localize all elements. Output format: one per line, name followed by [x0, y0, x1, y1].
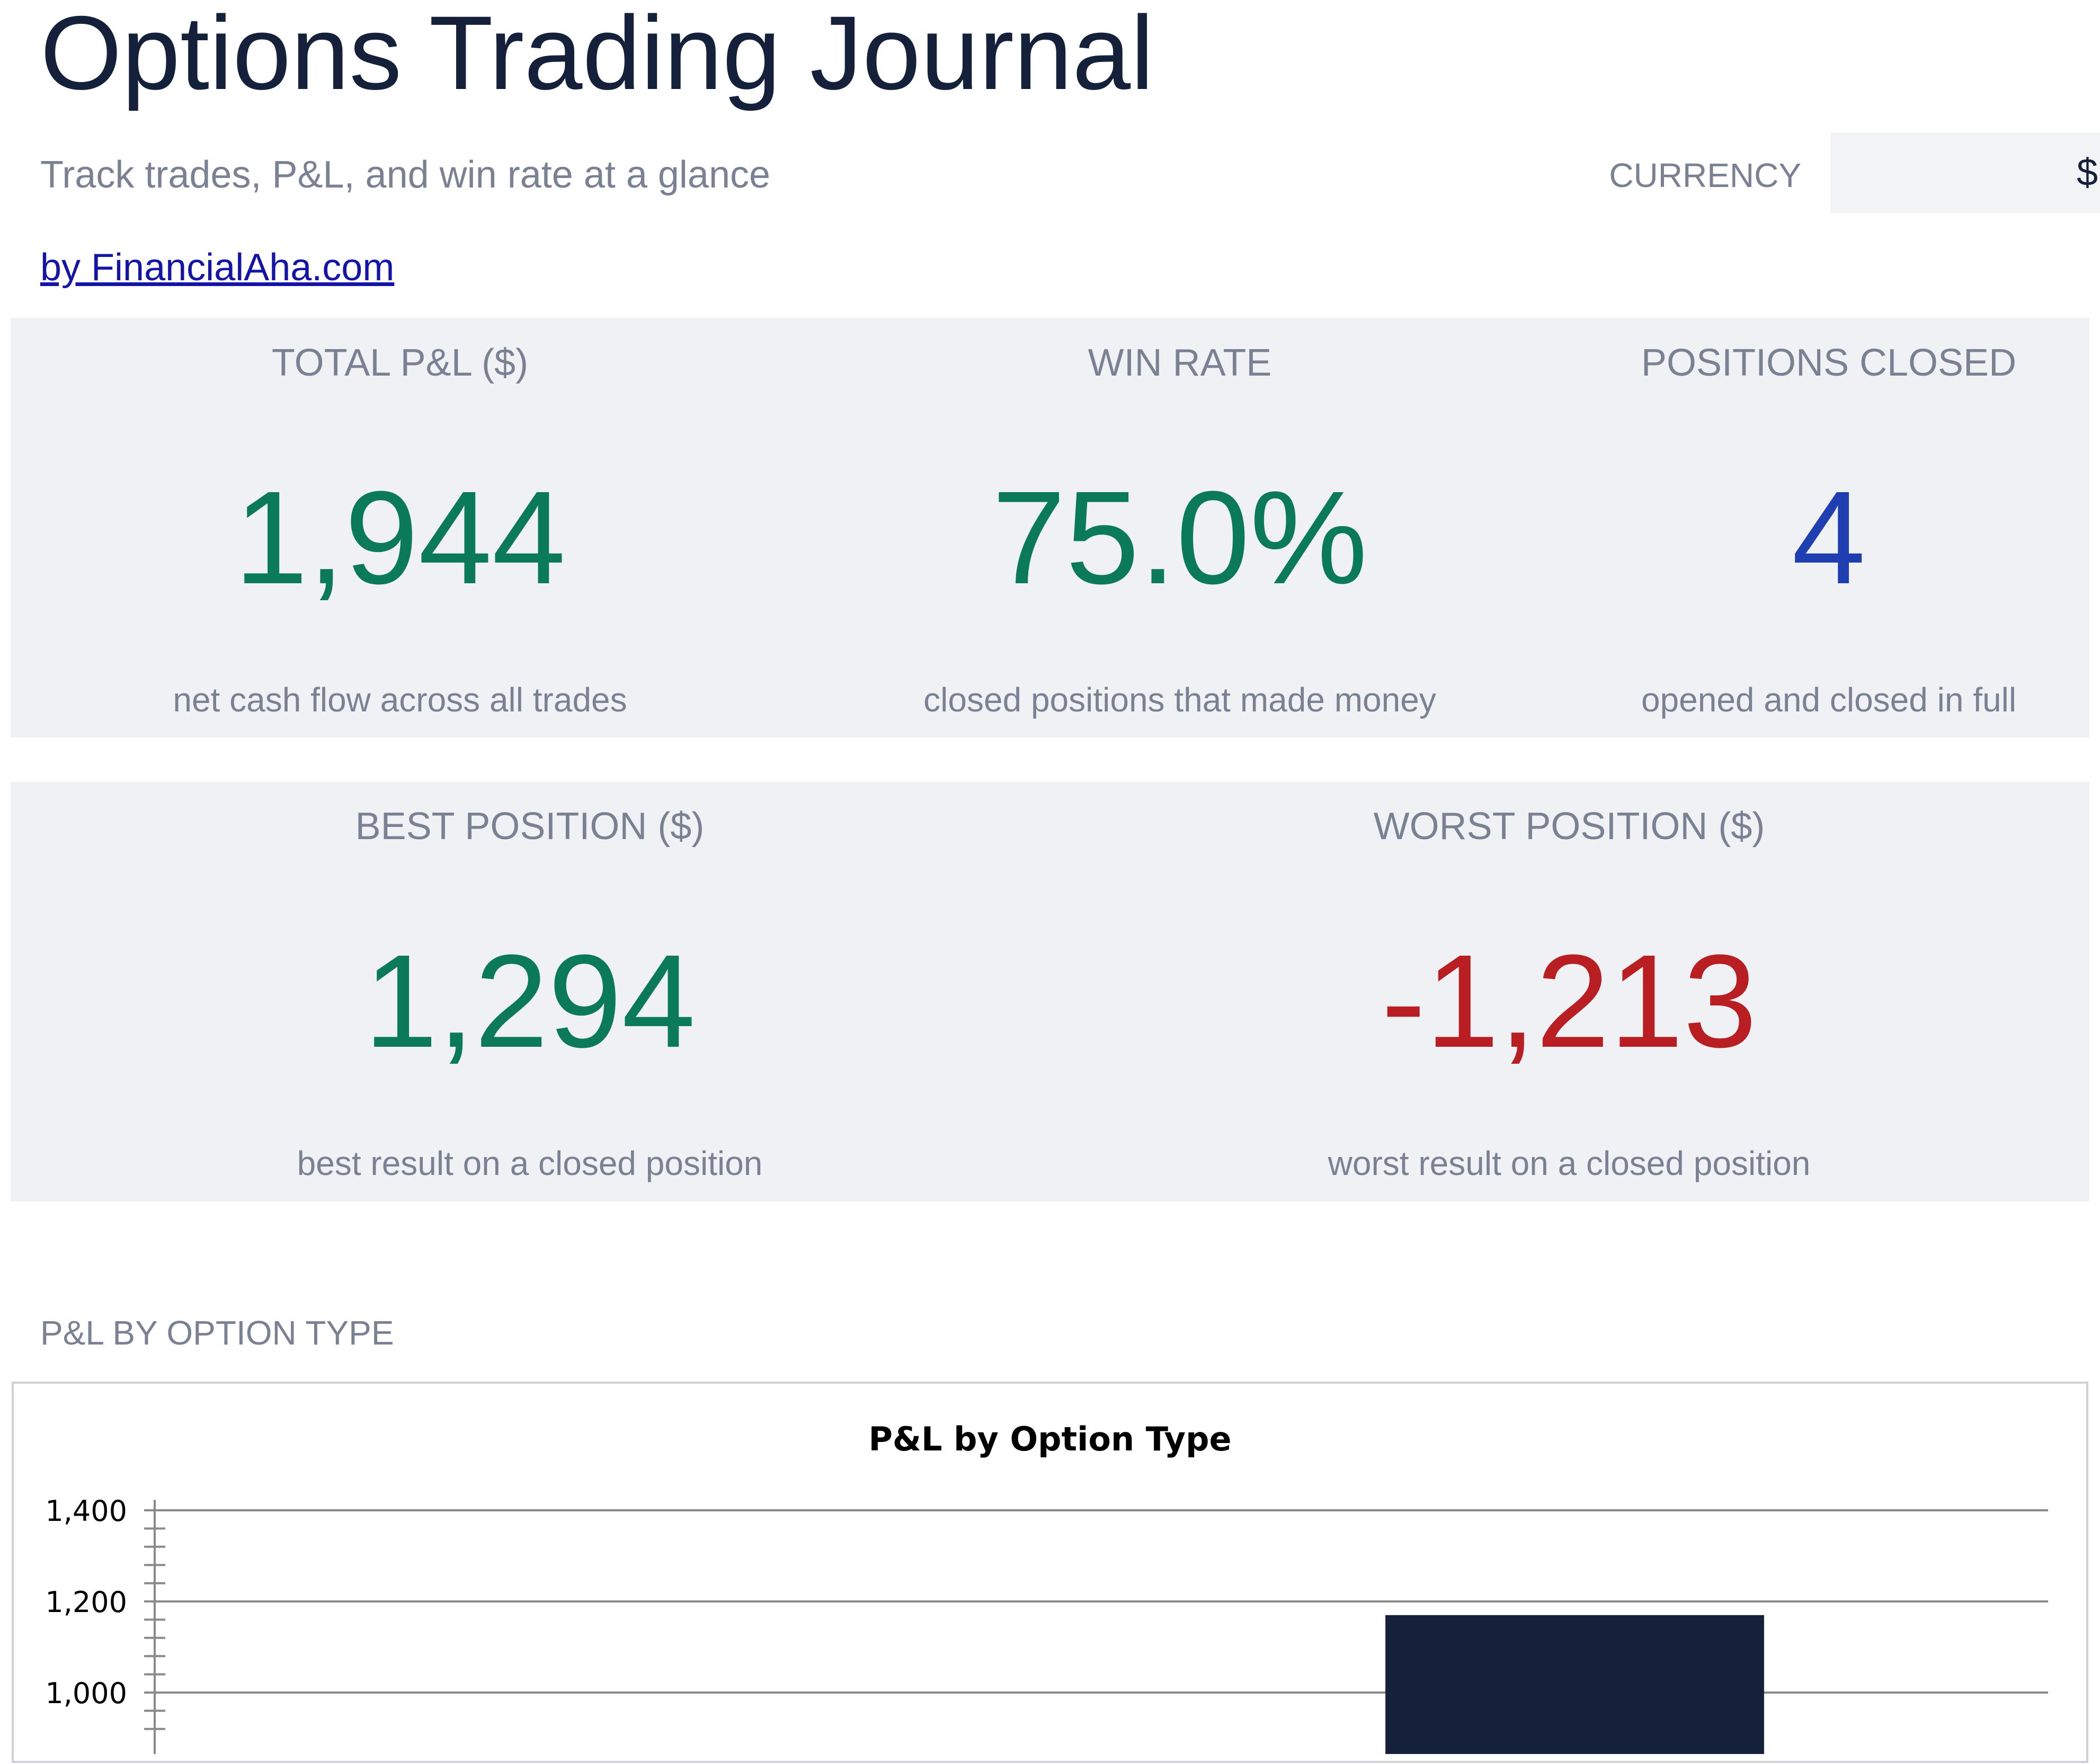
- positions-closed-label: POSITIONS CLOSED: [1641, 342, 2017, 384]
- y-tick-label: 1,000: [45, 1677, 127, 1710]
- total-pnl-value: 1,944: [234, 464, 566, 611]
- best-position-value: 1,294: [364, 927, 696, 1075]
- page-title: Options Trading Journal: [40, 0, 1154, 111]
- chart-bars: [1385, 1615, 1764, 1754]
- worst-position-desc: worst result on a closed position: [1328, 1144, 1811, 1182]
- worst-position-value: -1,213: [1381, 927, 1757, 1075]
- byline-link[interactable]: by FinancialAha.com: [40, 246, 395, 289]
- positions-closed-desc: opened and closed in full: [1641, 681, 2017, 719]
- pnl-by-option-type-chart: P&L by Option Type 1,000 1,200 1,400: [45, 1420, 2048, 1754]
- chart-title: P&L by Option Type: [868, 1420, 1231, 1458]
- page-subtitle: Track trades, P&L, and win rate at a gla…: [40, 154, 771, 196]
- best-position-desc: best result on a closed position: [297, 1144, 763, 1182]
- worst-position-label: WORST POSITION ($): [1373, 805, 1765, 848]
- y-tick-label: 1,400: [45, 1494, 127, 1528]
- total-pnl-label: TOTAL P&L ($): [271, 342, 529, 384]
- win-rate-value: 75.0%: [992, 464, 1368, 611]
- currency-input[interactable]: [1830, 132, 2100, 213]
- total-pnl-desc: net cash flow across all trades: [173, 681, 627, 719]
- currency-label: CURRENCY: [1609, 156, 1801, 194]
- best-position-label: BEST POSITION ($): [355, 805, 705, 848]
- y-tick-label: 1,200: [45, 1586, 127, 1619]
- chart-y-axis: 1,000 1,200 1,400: [45, 1494, 165, 1754]
- positions-closed-value: 4: [1792, 464, 1866, 611]
- kpi-panel-secondary: [11, 782, 2089, 1201]
- kpi-panel-primary: [11, 318, 2089, 737]
- chart-bar: [1385, 1615, 1764, 1754]
- win-rate-label: WIN RATE: [1088, 342, 1272, 384]
- chart-section-label: P&L BY OPTION TYPE: [40, 1314, 394, 1352]
- win-rate-desc: closed positions that made money: [923, 681, 1436, 719]
